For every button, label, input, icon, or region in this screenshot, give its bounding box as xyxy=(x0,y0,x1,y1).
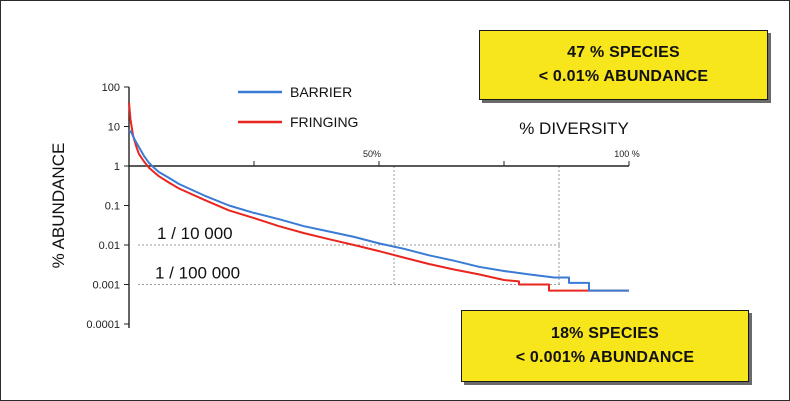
y-tick-label-5: 0.001 xyxy=(92,280,120,292)
callout-top-line1: 47 % SPECIES xyxy=(567,44,680,61)
annotation-0: 1 / 10 000 xyxy=(157,224,233,243)
y-tick-label-6: 0.0001 xyxy=(86,319,120,331)
callout-47-percent: 47 % SPECIES < 0.01% ABUNDANCE xyxy=(479,30,768,100)
y-tick-label-2: 1 xyxy=(114,161,120,173)
legend-label-fringing: FRINGING xyxy=(290,114,358,130)
y-tick-label-1: 10 xyxy=(108,122,120,134)
callout-18-percent: 18% SPECIES < 0.001% ABUNDANCE xyxy=(461,310,749,382)
callout-top-line2: < 0.01% ABUNDANCE xyxy=(538,68,709,85)
legend-label-barrier: BARRIER xyxy=(290,84,352,100)
series-line-barrier xyxy=(128,129,629,292)
x-axis-title: % DIVERSITY xyxy=(519,119,629,138)
callout-bottom-line1: 18% SPECIES xyxy=(550,325,660,342)
callout-bottom-line2: < 0.001% ABUNDANCE xyxy=(515,349,695,366)
y-axis-title: % ABUNDANCE xyxy=(49,143,68,269)
y-tick-label-3: 0.1 xyxy=(105,201,120,213)
series-line-fringing xyxy=(128,102,629,292)
y-tick-label-0: 100 xyxy=(102,82,120,94)
annotation-1: 1 / 100 000 xyxy=(155,264,240,283)
y-tick-label-4: 0.01 xyxy=(99,240,120,252)
x-tick-label-50: 50% xyxy=(363,149,381,159)
x-tick-label-100: 100 % xyxy=(614,149,640,159)
